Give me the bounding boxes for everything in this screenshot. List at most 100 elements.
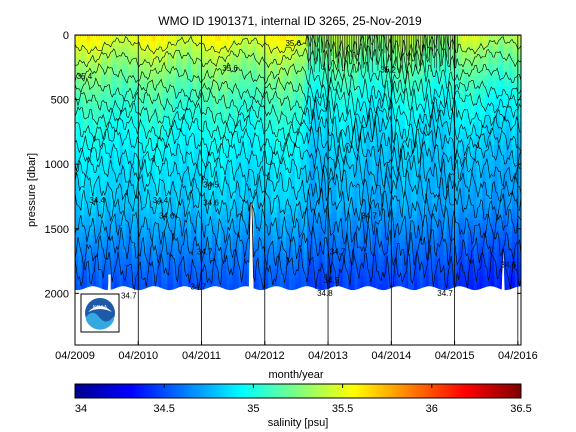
heatmap-cell <box>277 46 281 53</box>
heatmap-cell <box>128 195 133 203</box>
heatmap-cell <box>402 92 406 99</box>
heatmap-cell <box>318 272 323 279</box>
heatmap-cell <box>193 214 198 221</box>
heatmap-cell <box>286 63 290 71</box>
heatmap-cell <box>98 265 103 272</box>
heatmap-cell <box>327 150 332 157</box>
heatmap-cell <box>339 40 344 48</box>
heatmap-cell <box>256 237 260 245</box>
heatmap-cell <box>283 121 287 128</box>
heatmap-cell <box>229 145 234 152</box>
heatmap-cell <box>125 86 130 93</box>
heatmap-cell <box>348 46 353 53</box>
heatmap-cell <box>375 156 379 163</box>
heatmap-cell <box>384 35 388 42</box>
heatmap-cell <box>131 265 136 273</box>
heatmap-cell <box>360 52 365 59</box>
heatmap-cell <box>164 179 168 187</box>
heatmap-cell <box>405 58 409 65</box>
heatmap-cell <box>339 63 344 70</box>
heatmap-cell <box>402 115 406 122</box>
heatmap-cell <box>232 266 237 273</box>
heatmap-cell <box>286 58 290 65</box>
heatmap-cell <box>190 121 195 128</box>
heatmap-cell <box>244 40 249 48</box>
heatmap-cell <box>345 69 350 76</box>
heatmap-cell <box>286 156 290 163</box>
heatmap-cell <box>104 232 109 239</box>
heatmap-cell <box>214 92 219 99</box>
heatmap-cell <box>357 52 362 59</box>
heatmap-cell <box>158 149 162 157</box>
heatmap-cell <box>324 58 329 65</box>
heatmap-cell <box>167 255 171 262</box>
heatmap-cell <box>179 263 183 271</box>
heatmap-cell <box>292 87 296 94</box>
heatmap-cell <box>372 132 376 139</box>
heatmap-cell <box>119 103 124 110</box>
heatmap-cell <box>104 220 109 227</box>
heatmap-cell <box>289 185 293 193</box>
heatmap-cell <box>369 269 373 276</box>
heatmap-cell <box>292 278 296 285</box>
heatmap-cell <box>342 109 347 117</box>
heatmap-cell <box>354 110 359 117</box>
heatmap-cell <box>92 252 97 259</box>
heatmap-cell <box>303 103 308 110</box>
heatmap-cell <box>345 248 350 255</box>
heatmap-cell <box>339 149 344 156</box>
heatmap-cell <box>283 109 287 117</box>
heatmap-cell <box>211 35 216 42</box>
heatmap-cell <box>300 115 305 122</box>
heatmap-cell <box>119 143 124 150</box>
heatmap-cell <box>295 237 299 244</box>
heatmap-cell <box>232 214 237 221</box>
heatmap-cell <box>161 58 165 65</box>
heatmap-cell <box>360 80 365 88</box>
heatmap-cell <box>408 266 412 273</box>
heatmap-cell <box>408 115 412 123</box>
heatmap-cell <box>336 52 341 59</box>
heatmap-cell <box>280 218 284 225</box>
heatmap-cell <box>131 98 136 105</box>
heatmap-cell <box>170 278 174 285</box>
heatmap-cell <box>396 149 400 156</box>
heatmap-cell <box>351 92 356 100</box>
heatmap-cell <box>193 75 198 82</box>
heatmap-cell <box>399 212 403 219</box>
heatmap-cell <box>161 184 165 192</box>
heatmap-cell <box>83 219 88 226</box>
heatmap-cell <box>167 261 171 268</box>
heatmap-cell <box>208 52 213 59</box>
heatmap-cell <box>402 201 406 208</box>
heatmap-cell <box>330 195 335 202</box>
heatmap-cell <box>339 137 344 145</box>
heatmap-cell <box>113 236 118 243</box>
heatmap-cell <box>324 214 329 221</box>
heatmap-cell <box>116 161 121 168</box>
heatmap-cell <box>232 92 237 100</box>
heatmap-cell <box>363 258 367 265</box>
heatmap-cell <box>128 259 133 266</box>
heatmap-cell <box>149 132 153 139</box>
heatmap-cell <box>327 230 332 238</box>
heatmap-cell <box>271 246 275 253</box>
heatmap-cell <box>369 137 373 145</box>
heatmap-cell <box>92 257 97 265</box>
heatmap-cell <box>86 138 91 145</box>
heatmap-cell <box>176 253 180 260</box>
heatmap-cell <box>89 212 94 219</box>
heatmap-cell <box>408 219 412 227</box>
heatmap-cell <box>321 35 326 42</box>
heatmap-cell <box>98 276 103 283</box>
heatmap-cell <box>101 185 106 192</box>
heatmap-cell <box>348 284 353 291</box>
heatmap-cell <box>309 69 314 76</box>
heatmap-cell <box>390 103 394 111</box>
heatmap-cell <box>220 282 225 289</box>
heatmap-cell <box>179 103 183 111</box>
heatmap-cell <box>268 236 272 243</box>
heatmap-cell <box>107 214 112 221</box>
heatmap-cell <box>170 168 174 175</box>
heatmap-cell <box>306 149 311 156</box>
